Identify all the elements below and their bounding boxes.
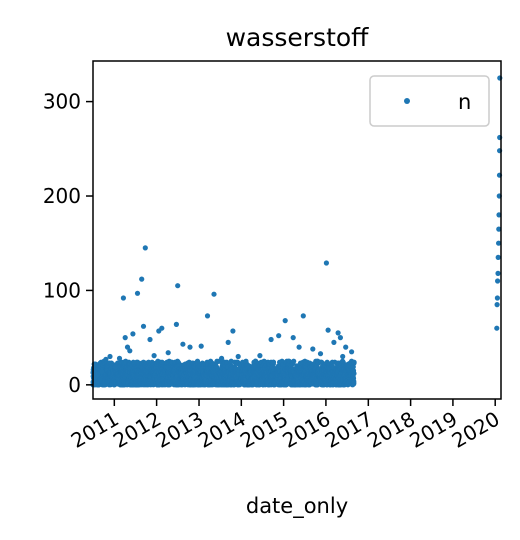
data-point: [494, 295, 500, 301]
data-point: [331, 339, 337, 345]
data-point: [211, 291, 217, 297]
data-point: [219, 355, 225, 361]
data-point: [310, 346, 316, 352]
data-point: [291, 358, 297, 364]
data-point: [351, 380, 357, 386]
data-point: [225, 339, 231, 345]
data-point: [134, 290, 141, 296]
data-point: [235, 353, 241, 360]
data-point: [270, 359, 277, 365]
data-point: [495, 278, 501, 284]
data-point: [349, 349, 355, 355]
data-point: [165, 350, 171, 356]
data-point: [127, 348, 133, 354]
data-point: [494, 325, 500, 331]
data-point: [120, 295, 126, 301]
y-tick-label: 200: [43, 184, 81, 208]
x-axis-title: date_only: [246, 494, 348, 519]
data-point: [130, 331, 136, 337]
data-point: [147, 336, 153, 343]
data-point: [230, 328, 236, 334]
data-point: [495, 270, 501, 276]
data-point: [180, 341, 186, 347]
data-point: [142, 245, 148, 251]
data-point: [122, 335, 128, 341]
data-point: [140, 323, 147, 329]
data-point: [204, 313, 211, 319]
data-point: [159, 325, 165, 331]
x-tick-label: 2020: [448, 407, 504, 453]
data-point: [107, 353, 113, 360]
plot-frame: [92, 60, 502, 400]
y-axis: 0 100 200 300: [43, 90, 93, 397]
data-point: [268, 336, 274, 343]
data-point: [351, 359, 357, 365]
data-point: [317, 351, 324, 357]
data-point: [495, 254, 501, 260]
data-point: [340, 353, 346, 360]
data-point: [496, 226, 502, 232]
data-point: [95, 371, 101, 378]
legend-label: n: [458, 90, 471, 114]
data-point: [257, 353, 263, 359]
data-point: [282, 318, 288, 324]
data-point: [496, 240, 502, 246]
legend-box: [369, 75, 490, 127]
data-point: [187, 344, 193, 350]
data-point: [151, 353, 157, 359]
data-point: [323, 260, 329, 266]
data-point: [139, 276, 145, 282]
y-tick-label: 100: [43, 278, 81, 302]
legend-marker: [404, 98, 410, 104]
data-point: [276, 333, 282, 339]
chart-title: wasserstoff: [226, 23, 370, 52]
data-point: [335, 330, 341, 336]
data-point: [99, 369, 105, 375]
y-tick-label: 300: [43, 90, 81, 114]
data-point: [112, 364, 118, 370]
data-point: [175, 283, 181, 289]
data-point: [343, 344, 349, 350]
data-point: [296, 344, 302, 350]
data-points: [90, 75, 503, 388]
data-point: [173, 321, 179, 327]
data-point: [300, 313, 306, 319]
data-point: [494, 302, 500, 308]
data-point: [243, 358, 249, 364]
legend: n: [369, 75, 490, 127]
data-point: [290, 335, 296, 341]
data-point: [351, 370, 357, 377]
data-point: [337, 335, 343, 341]
y-tick-label: 0: [68, 373, 81, 397]
data-point: [198, 343, 204, 349]
data-point: [103, 356, 109, 362]
data-point: [116, 355, 123, 361]
data-point: [325, 327, 331, 333]
